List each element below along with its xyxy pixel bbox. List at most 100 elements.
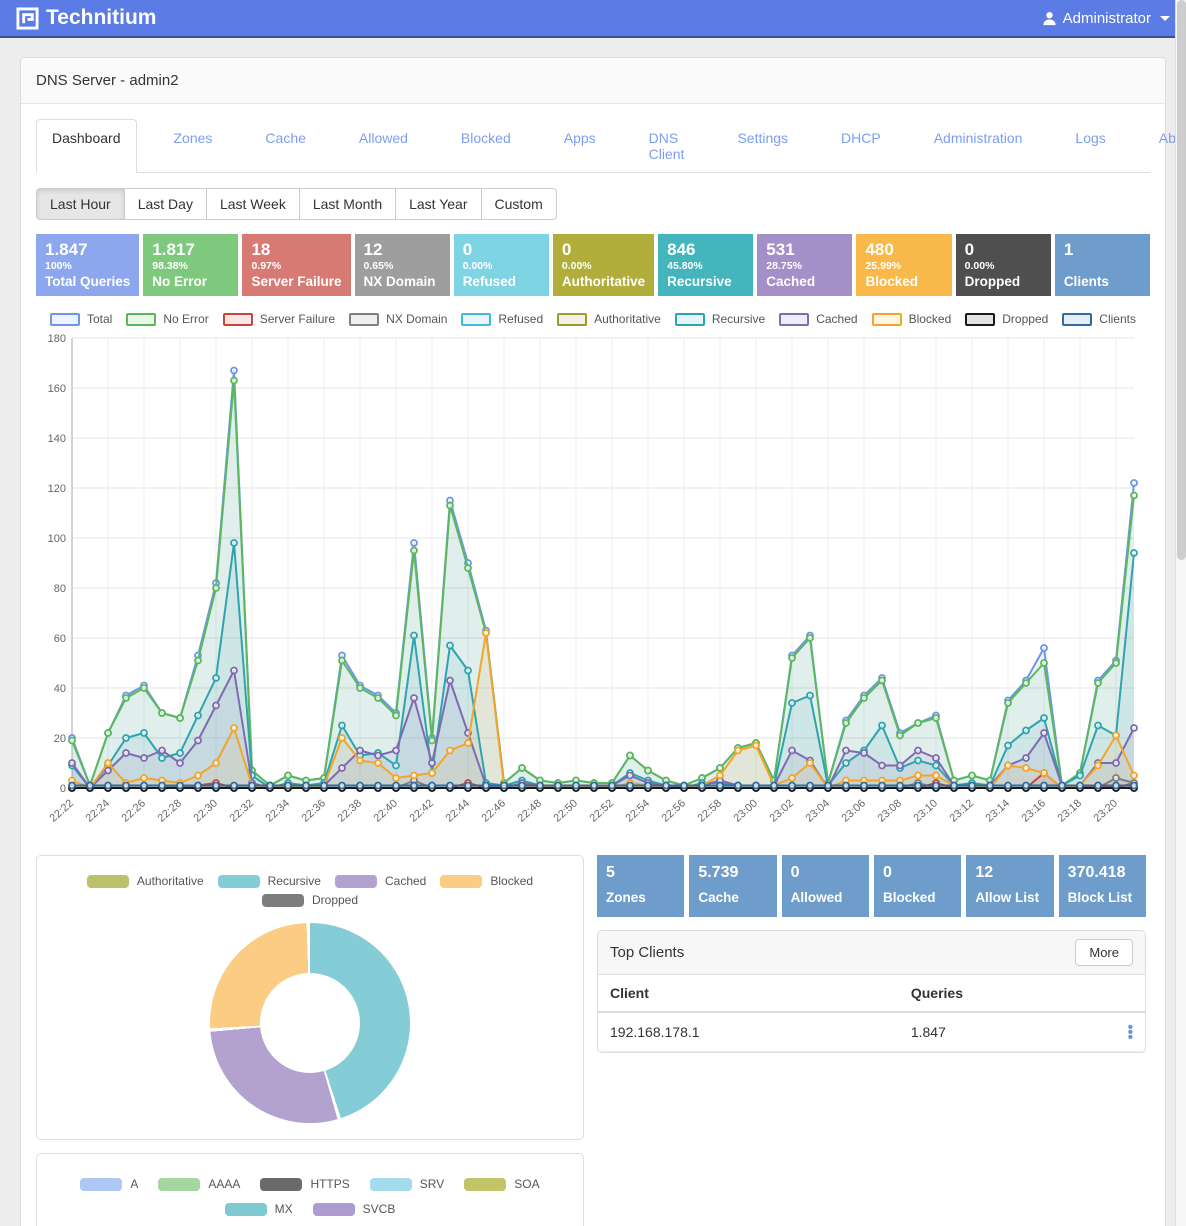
legend-item-server-failure[interactable]: Server Failure <box>222 312 336 326</box>
scrollbar-thumb[interactable] <box>1177 0 1186 560</box>
stat-value: 12 <box>363 240 383 259</box>
svg-text:22:48: 22:48 <box>516 797 544 824</box>
tab-administration[interactable]: Administration <box>933 130 1023 146</box>
legend-item-no-error[interactable]: No Error <box>126 312 209 326</box>
legend-item-total[interactable]: Total <box>50 312 112 326</box>
column-header-queries: Queries <box>898 975 1109 1013</box>
mini-stat-label: Zones <box>606 890 646 905</box>
donut-legend-item-cached[interactable]: Cached <box>334 874 427 888</box>
qtype-legend-item-aaaa[interactable]: AAAA <box>158 1177 240 1191</box>
tab-settings[interactable]: Settings <box>737 130 789 146</box>
qtype-legend-label: SRV <box>419 1177 445 1191</box>
range-button-last-week[interactable]: Last Week <box>205 188 300 220</box>
qtype-legend-item-srv[interactable]: SRV <box>369 1177 445 1191</box>
range-button-last-year[interactable]: Last Year <box>395 188 482 220</box>
user-menu[interactable]: Administrator <box>1042 10 1170 27</box>
svg-text:22:36: 22:36 <box>300 797 328 824</box>
stat-label: Clients <box>1063 274 1109 289</box>
legend-item-nx-domain[interactable]: NX Domain <box>349 312 447 326</box>
donut-legend-item-authoritative[interactable]: Authoritative <box>86 874 204 888</box>
legend-swatch <box>779 312 810 326</box>
svg-text:20: 20 <box>54 733 66 745</box>
tab-blocked[interactable]: Blocked <box>460 130 511 146</box>
legend-item-authoritative[interactable]: Authoritative <box>557 312 661 326</box>
mini-stat-cache: 5.739 Cache <box>689 855 777 917</box>
stat-value: 1.817 <box>152 240 195 259</box>
svg-text:23:18: 23:18 <box>1056 797 1084 824</box>
queries-line-chart: 0 20 40 60 80 100 120 140 160 180 22:22 22:24 22:26 2… <box>36 330 1150 851</box>
donut-legend-item-dropped[interactable]: Dropped <box>261 893 358 907</box>
tab-zones[interactable]: Zones <box>173 130 213 146</box>
legend-label: Server Failure <box>259 312 336 326</box>
legend-swatch <box>1062 312 1093 326</box>
brand[interactable]: Technitium <box>16 6 156 30</box>
tab-logs[interactable]: Logs <box>1075 130 1106 146</box>
more-button[interactable]: More <box>1075 939 1133 966</box>
legend-swatch <box>674 312 705 326</box>
range-button-last-hour[interactable]: Last Hour <box>36 188 125 220</box>
svg-text:22:52: 22:52 <box>588 797 616 824</box>
qtype-legend-item-mx[interactable]: MX <box>224 1202 293 1216</box>
tab-dashboard[interactable]: Dashboard <box>36 119 137 173</box>
mini-stat-label: Cache <box>698 890 739 905</box>
svg-text:23:12: 23:12 <box>948 797 976 824</box>
legend-item-clients[interactable]: Clients <box>1062 312 1136 326</box>
tab-dns-client[interactable]: DNS Client <box>648 130 685 162</box>
legend-item-dropped[interactable]: Dropped <box>965 312 1048 326</box>
range-button-last-month[interactable]: Last Month <box>298 188 397 220</box>
qtype-legend-item-https[interactable]: HTTPS <box>260 1177 350 1191</box>
table-row: 192.168.178.1 1.847 • • • <box>598 1012 1145 1052</box>
stat-box-recursive: 846 45.80% Recursive <box>658 234 754 296</box>
stat-box-cached: 531 28.75% Cached <box>757 234 853 296</box>
main-panel: DNS Server - admin2 Dashboard Zones Cache A… <box>20 57 1186 1226</box>
row-menu-icon[interactable]: • • • <box>1127 1018 1133 1046</box>
top-clients-title: Top Clients <box>610 944 685 961</box>
svg-text:22:30: 22:30 <box>192 797 220 824</box>
stat-value: 18 <box>251 240 271 259</box>
donut-legend-item-blocked[interactable]: Blocked <box>440 874 533 888</box>
tab-apps[interactable]: Apps <box>563 130 596 146</box>
mini-stat-allow-list: 12 Allow List <box>966 855 1054 917</box>
stat-box-authoritative: 0 0.00% Authoritative <box>552 234 655 296</box>
legend-swatch <box>50 312 80 326</box>
range-button-last-day[interactable]: Last Day <box>123 188 207 220</box>
mini-stat-block-list: 370.418 Block List <box>1058 855 1146 917</box>
svg-text:22:34: 22:34 <box>264 797 292 824</box>
svg-text:80: 80 <box>54 583 66 595</box>
stat-box-nx-domain: 12 0.65% NX Domain <box>354 234 450 296</box>
stat-value: 1.847 <box>45 240 88 259</box>
top-clients-panel: Top Clients More Client Queries 192.168.… <box>597 930 1146 1053</box>
mini-stat-value: 370.418 <box>1067 864 1126 881</box>
qtype-legend-item-soa[interactable]: SOA <box>464 1177 540 1191</box>
mini-stat-allowed: 0 Allowed <box>781 855 869 917</box>
svg-text:100: 100 <box>48 533 66 545</box>
svg-text:23:04: 23:04 <box>804 797 832 824</box>
legend-item-blocked[interactable]: Blocked <box>871 312 951 326</box>
svg-text:22:38: 22:38 <box>336 797 364 824</box>
column-header-client: Client <box>598 975 899 1013</box>
qtype-legend-swatch <box>369 1177 412 1191</box>
range-button-custom[interactable]: Custom <box>480 188 557 220</box>
legend-item-refused[interactable]: Refused <box>461 312 543 326</box>
stat-value: 0 <box>964 240 975 259</box>
qtype-legend-swatch <box>464 1177 507 1191</box>
svg-text:23:14: 23:14 <box>984 797 1012 824</box>
qtype-legend-item-svcb[interactable]: SVCB <box>312 1202 395 1216</box>
mini-stat-label: Allowed <box>790 890 843 905</box>
donut-legend-label: Cached <box>384 874 427 888</box>
donut-legend-item-recursive[interactable]: Recursive <box>217 874 321 888</box>
svg-text:60: 60 <box>54 633 66 645</box>
stat-value: 0 <box>561 240 572 259</box>
tab-cache[interactable]: Cache <box>265 130 306 146</box>
legend-item-cached[interactable]: Cached <box>779 312 858 326</box>
svg-text:23:10: 23:10 <box>912 797 940 824</box>
legend-item-recursive[interactable]: Recursive <box>674 312 765 326</box>
scrollbar[interactable] <box>1175 0 1186 1226</box>
legend-label: No Error <box>163 312 209 326</box>
line-chart-svg: 0 20 40 60 80 100 120 140 160 180 22:22 22:24 22:26 2… <box>48 333 1138 825</box>
tab-dhcp[interactable]: DHCP <box>841 130 881 146</box>
svg-text:22:44: 22:44 <box>444 797 472 824</box>
qtype-legend-item-a[interactable]: A <box>80 1177 138 1191</box>
tab-allowed[interactable]: Allowed <box>358 130 408 146</box>
svg-text:22:40: 22:40 <box>372 797 400 824</box>
